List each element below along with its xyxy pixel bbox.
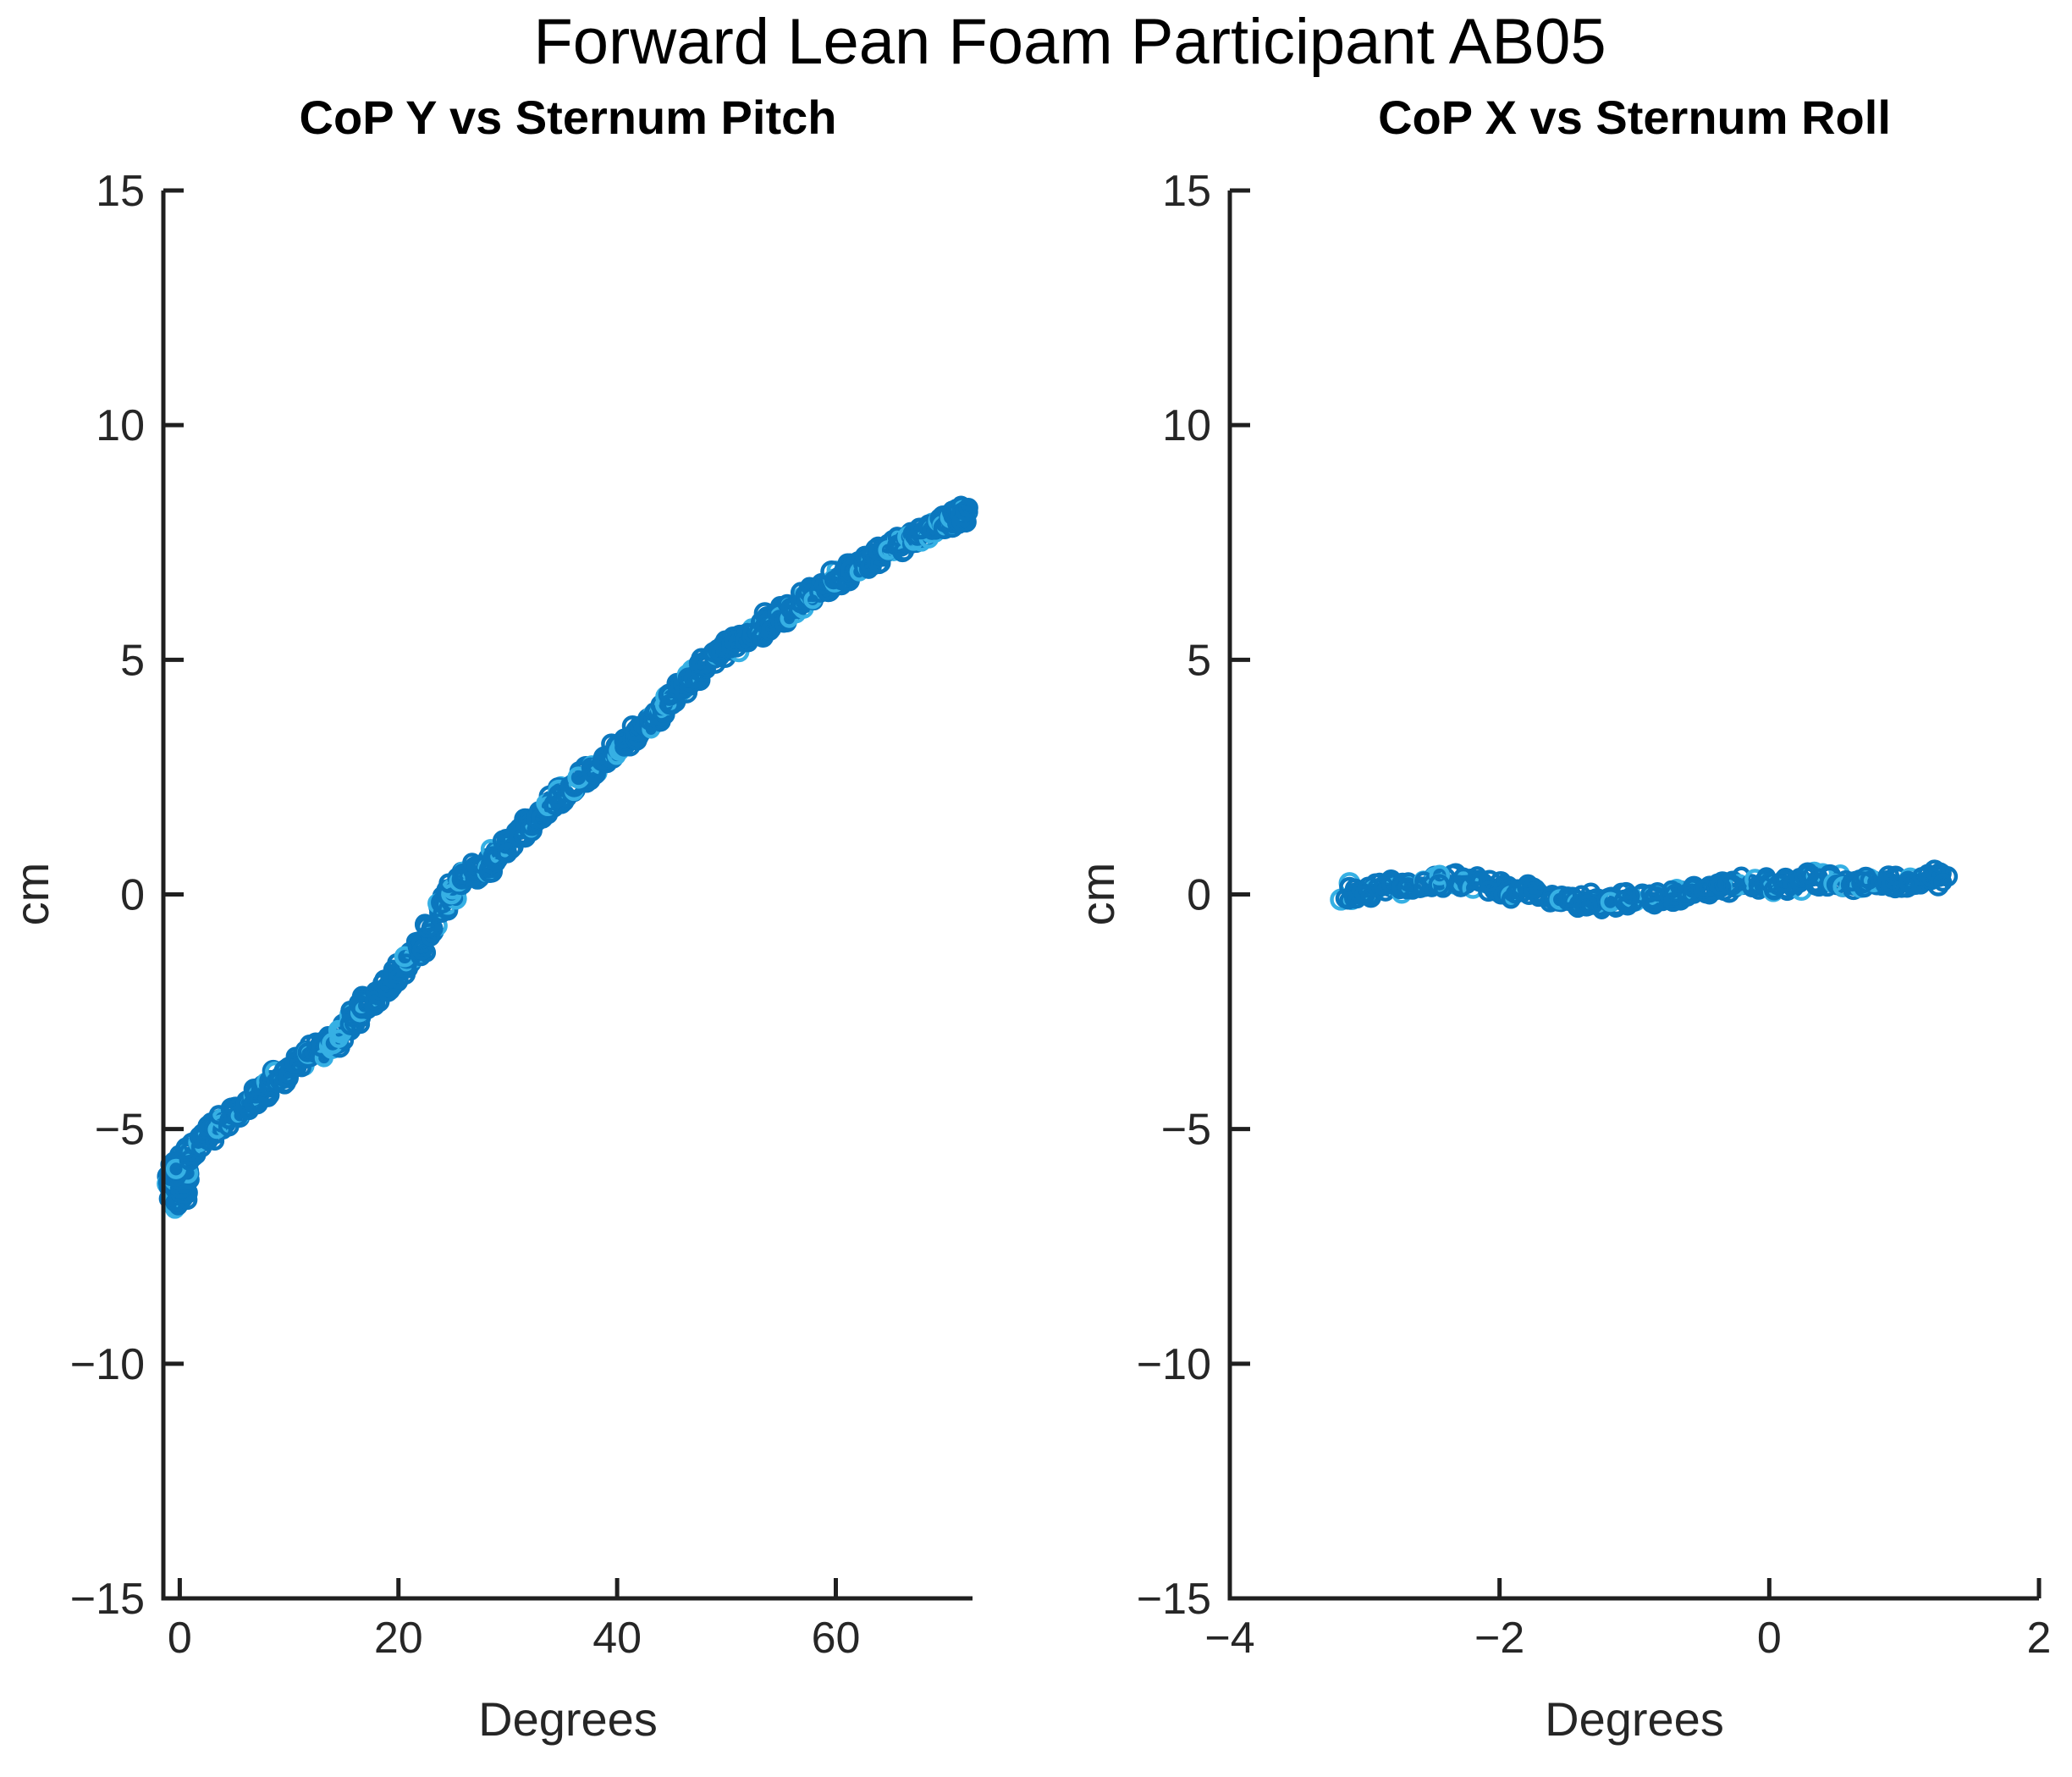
x-tick-label: 2 (2027, 1614, 2052, 1663)
data-point-marker (364, 991, 384, 1011)
left-x-axis-label: Degrees (478, 1692, 658, 1746)
x-tick-label: 0 (1757, 1614, 1782, 1663)
data-point-marker (1339, 891, 1358, 910)
data-point-marker (1622, 886, 1640, 905)
y-tick-label: 10 (96, 401, 145, 450)
data-point-marker (958, 498, 978, 518)
y-tick-label: 0 (1187, 871, 1211, 920)
data-point-marker (660, 693, 682, 715)
data-point-marker (1449, 875, 1472, 897)
data-point-marker (1933, 873, 1953, 892)
x-tick-label: 0 (168, 1614, 192, 1663)
data-point-marker (179, 1149, 201, 1171)
y-tick-label: −5 (1161, 1106, 1211, 1155)
y-tick-label: 15 (1162, 167, 1211, 216)
data-point-marker (411, 940, 433, 961)
figure-title: Forward Lean Foam Participant AB05 (533, 6, 1606, 78)
y-tick-label: 15 (96, 167, 145, 216)
data-point-marker (1796, 862, 1819, 885)
y-tick-label: 0 (120, 871, 145, 920)
x-tick-label: −2 (1474, 1614, 1524, 1663)
x-tick-label: 60 (812, 1614, 861, 1663)
left-plot-title: CoP Y vs Sternum Pitch (299, 91, 837, 144)
data-point-marker (1428, 874, 1451, 896)
x-tick-label: 20 (374, 1614, 423, 1663)
right-x-axis-label: Degrees (1545, 1692, 1724, 1746)
data-point-marker (1523, 877, 1545, 899)
y-tick-label: 5 (1187, 636, 1211, 685)
y-tick-label: −10 (70, 1340, 145, 1389)
data-point-marker (1575, 894, 1598, 917)
data-point-marker (1478, 869, 1501, 892)
y-tick-label: 10 (1162, 401, 1211, 450)
data-point-marker (497, 842, 518, 864)
x-tick-label: −4 (1204, 1614, 1254, 1663)
scatter-series-0 (157, 495, 978, 1219)
data-point-marker (416, 916, 438, 939)
y-tick-label: −5 (95, 1106, 145, 1155)
y-tick-label: −15 (1137, 1575, 1211, 1624)
data-point-marker (1429, 864, 1450, 886)
scatter-series-1 (1330, 859, 1959, 919)
x-tick-label: 40 (592, 1614, 642, 1663)
data-point-marker (1852, 871, 1875, 894)
right-plot-title: CoP X vs Sternum Roll (1378, 91, 1891, 144)
y-tick-label: −10 (1137, 1340, 1211, 1389)
data-point-marker (1641, 891, 1663, 913)
y-tick-label: 5 (120, 636, 145, 685)
y-tick-label: −15 (70, 1575, 145, 1624)
axes-spines-0 (161, 190, 973, 1601)
